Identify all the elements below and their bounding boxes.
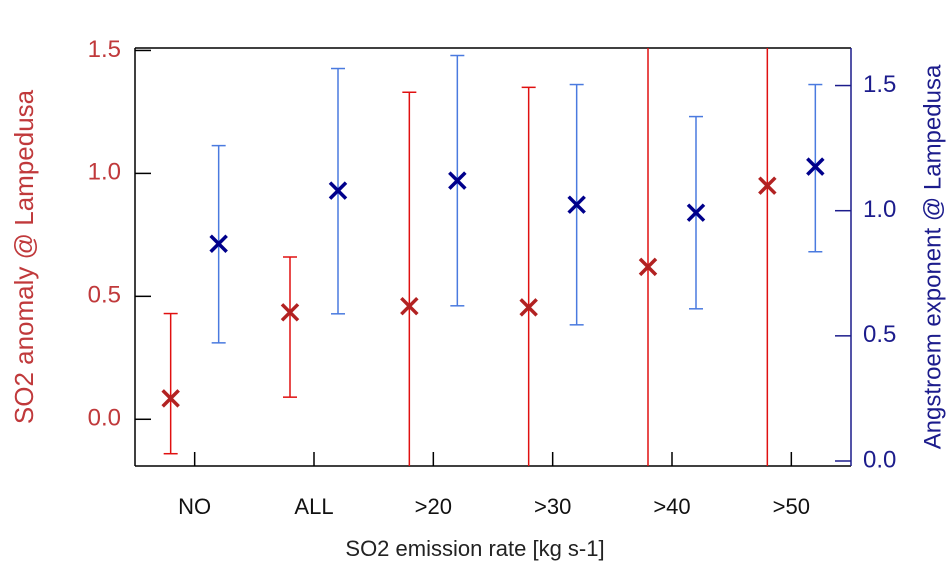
x-tick-label: >30 xyxy=(534,494,571,519)
marker xyxy=(448,171,467,190)
y2-tick-label: 1.0 xyxy=(863,196,896,223)
marker xyxy=(638,257,658,277)
marker xyxy=(209,234,228,253)
marker xyxy=(328,181,348,200)
y2-axis-label: Angstroem exponent @ Lampedusa xyxy=(919,64,946,449)
marker xyxy=(161,389,180,408)
y-axis-label: SO2 anomaly @ Lampedusa xyxy=(9,89,39,424)
x-tick-label: ALL xyxy=(294,494,333,519)
y-tick-label: 0.5 xyxy=(88,282,121,309)
marker xyxy=(758,176,777,195)
x-tick-label: NO xyxy=(178,494,211,519)
y2-tick-label: 0.5 xyxy=(863,321,896,348)
x-tick-label: >40 xyxy=(653,494,690,519)
x-tick-label: >50 xyxy=(773,494,810,519)
y-tick-label: 0.0 xyxy=(88,405,121,432)
marker xyxy=(400,296,419,316)
marker xyxy=(280,303,300,322)
y2-tick-label: 1.5 xyxy=(863,71,896,98)
marker xyxy=(567,195,586,214)
marker xyxy=(806,157,825,176)
y-tick-label: 1.5 xyxy=(88,36,121,63)
marker xyxy=(519,298,538,317)
y-tick-label: 1.0 xyxy=(88,159,121,186)
x-tick-label: >20 xyxy=(415,494,452,519)
x-axis-label: SO2 emission rate [kg s-1] xyxy=(345,536,604,561)
marker xyxy=(686,203,706,222)
y2-tick-label: 0.0 xyxy=(863,446,896,473)
